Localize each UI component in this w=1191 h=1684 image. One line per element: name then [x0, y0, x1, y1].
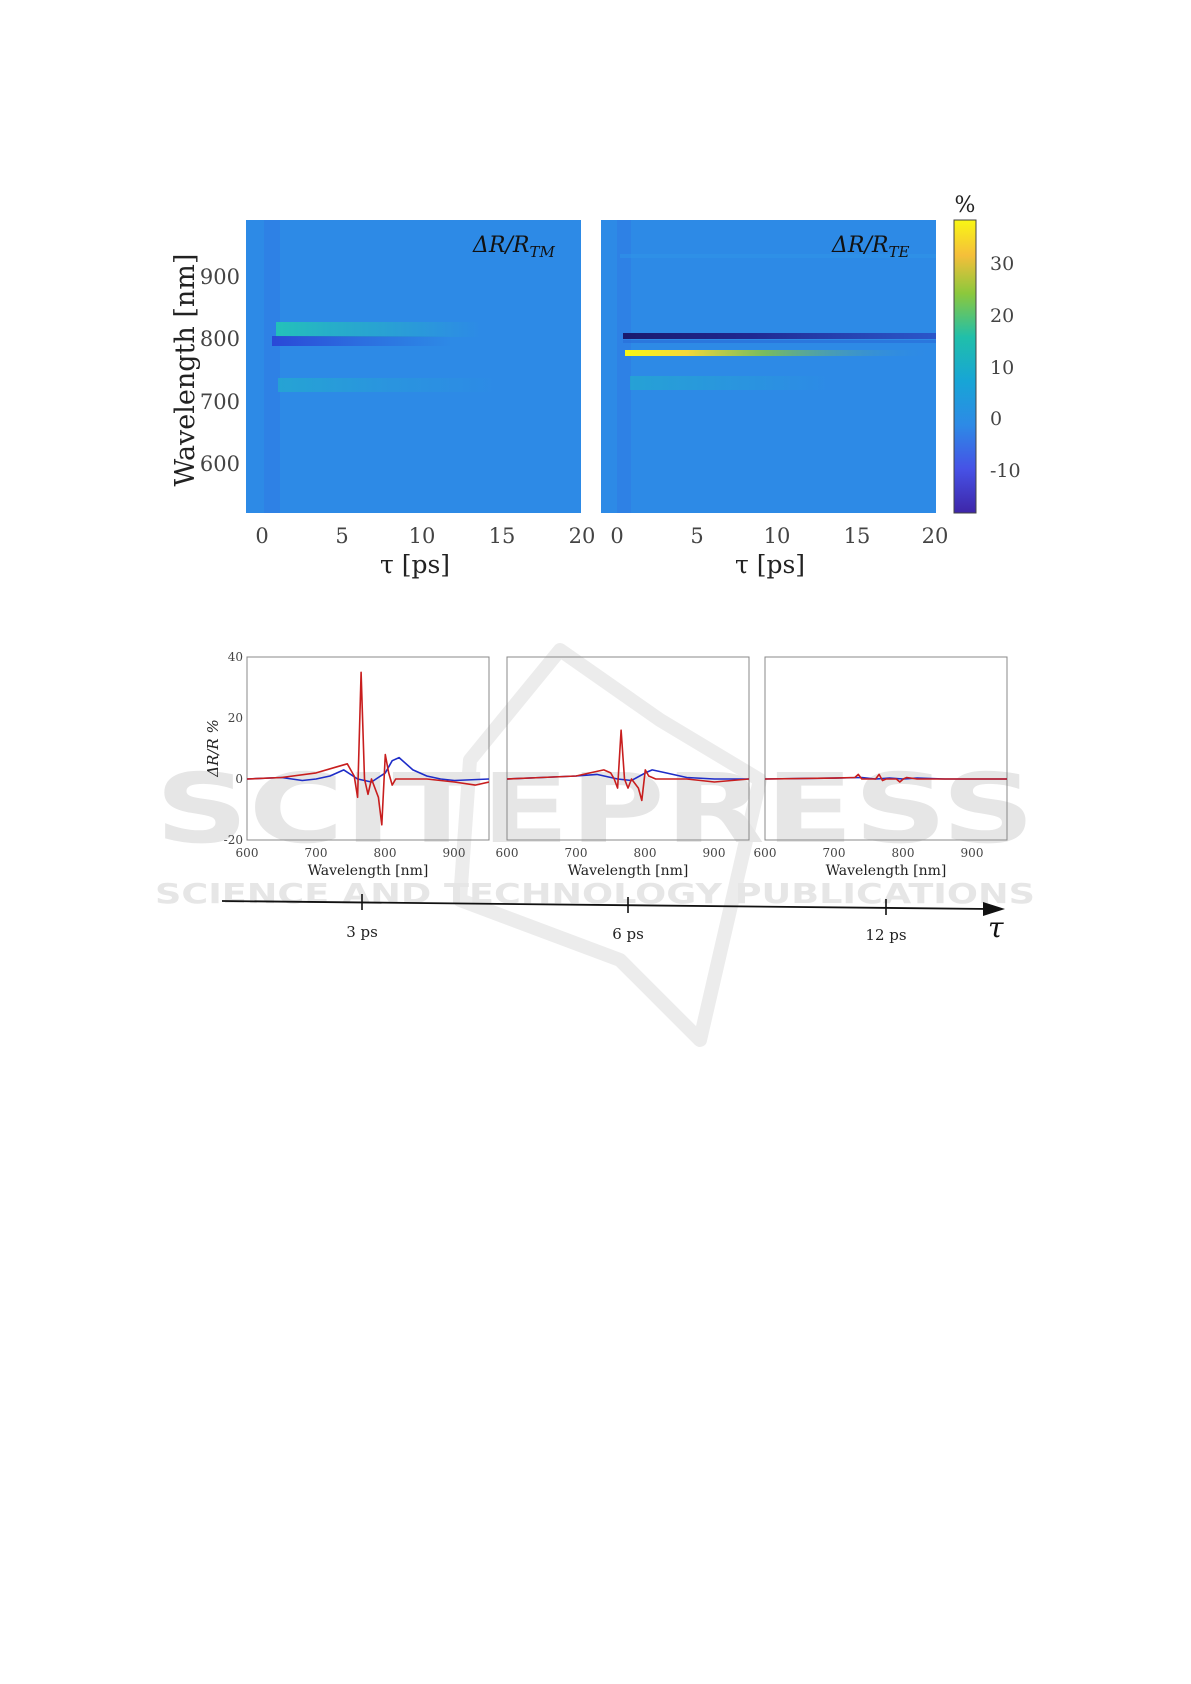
colorbar-unit: % — [955, 193, 976, 218]
spectrum-ytick-label: 0 — [235, 772, 243, 786]
heatmap-te-band-faint-top — [620, 254, 936, 258]
heatmap-te-xtick-label: 10 — [764, 524, 791, 548]
heatmap-tm-band-dark — [272, 336, 452, 346]
heatmap-te-xtick-label: 5 — [690, 524, 703, 548]
spectrum-xtick-label: 900 — [703, 846, 726, 860]
spectrum-panel-6ps: 600 700 800 900 Wavelength [nm] — [496, 656, 750, 879]
spectrum-panel-12ps: 600 700 800 900 Wavelength [nm] — [754, 656, 1008, 879]
spectrum-lines — [765, 773, 1007, 783]
spectrum-frame — [764, 656, 1008, 841]
spectrum-xtick-label: 700 — [565, 846, 588, 860]
heatmap-tm-band-teal — [276, 322, 481, 337]
heatmap-tm-xtick-label: 5 — [335, 524, 348, 548]
spectrum-xlabel: Wavelength [nm] — [826, 863, 947, 879]
heatmap-te-xtick-label: 0 — [610, 524, 623, 548]
heatmap-ytick-label: 700 — [200, 390, 240, 414]
spectrum-xtick-label: 600 — [754, 846, 777, 860]
spectrum-line-red — [247, 671, 489, 826]
spectrum-frame — [506, 656, 750, 841]
colorbar-gradient — [953, 219, 977, 514]
spectrum-xtick-label: 700 — [823, 846, 846, 860]
timeline: 3 ps 6 ps 12 ps τ — [221, 894, 1005, 944]
spectrum-xtick-label: 900 — [961, 846, 984, 860]
spectrum-xtick-label: 800 — [374, 846, 397, 860]
timeline-tick-label: 3 ps — [346, 923, 378, 941]
spectrum-line-red — [507, 729, 749, 802]
heatmap-tm-background — [246, 220, 581, 513]
heatmap-ylabel: Wavelength [nm] — [170, 254, 201, 487]
spectrum-frame — [246, 656, 490, 841]
heatmap-te-band-dark — [623, 333, 936, 339]
timeline-arrowhead — [983, 902, 1005, 916]
timeline-tick-label: 6 ps — [612, 925, 644, 943]
spectrum-xtick-label: 800 — [892, 846, 915, 860]
colorbar-tick-label: 0 — [990, 408, 1002, 430]
spectrum-ytick-label: 40 — [228, 650, 243, 664]
heatmap-tm-xtick-label: 15 — [489, 524, 516, 548]
colorbar: % -10 0 10 20 30 — [953, 193, 1021, 514]
heatmap-tm-annotation: ΔR/RTM — [472, 233, 555, 261]
spectrum-xtick-label: 600 — [496, 846, 519, 860]
heatmap-te: ΔR/RTE — [601, 220, 936, 513]
watermark-logo — [453, 643, 767, 1047]
heatmap-te-band-mid — [623, 340, 936, 343]
heatmap-ytick-label: 800 — [200, 327, 240, 351]
spectrum-line-red — [765, 773, 1007, 783]
watermark: SCITEPRESS SCIENCE AND TECHNOLOGY PUBLIC… — [155, 643, 1035, 1047]
colorbar-tick-label: 10 — [990, 357, 1014, 379]
spectrum-ylabel: ΔR/R % — [204, 719, 222, 778]
spectrum-lines — [247, 671, 489, 826]
heatmap-tm-xlabel: τ [ps] — [380, 550, 450, 579]
heatmap-te-band-faint-low — [630, 376, 830, 390]
timeline-tick-label: 12 ps — [865, 926, 906, 944]
heatmap-te-background — [601, 220, 936, 513]
colorbar-tick-label: 20 — [990, 305, 1014, 327]
spectrum-xtick-label: 900 — [443, 846, 466, 860]
heatmap-te-band-yellow — [625, 350, 935, 356]
heatmap-te-xtick-label: 20 — [922, 524, 949, 548]
heatmap-tm-onset-column — [264, 220, 280, 513]
spectrum-ytick-label: 20 — [228, 711, 243, 725]
heatmap-tm-xtick-label: 20 — [569, 524, 596, 548]
spectrum-xtick-label: 600 — [236, 846, 259, 860]
colorbar-tick-label: 30 — [990, 253, 1014, 275]
heatmap-tm-xtick-label: 10 — [409, 524, 436, 548]
heatmap-tm-xtick-label: 0 — [255, 524, 268, 548]
heatmap-te-onset-column — [617, 220, 631, 513]
spectrum-lines — [507, 729, 749, 802]
timeline-axis — [221, 900, 991, 910]
spectrum-xtick-label: 700 — [305, 846, 328, 860]
colorbar-tick-label: -10 — [990, 460, 1021, 482]
spectrum-panel-3ps: ΔR/R % -20 0 20 40 600 700 800 900 Wavel… — [204, 650, 490, 879]
heatmap-te-annotation: ΔR/RTE — [831, 233, 909, 261]
heatmap-tm-band-low — [278, 378, 498, 392]
spectrum-xlabel: Wavelength [nm] — [568, 863, 689, 879]
heatmap-te-xlabel: τ [ps] — [735, 550, 805, 579]
timeline-tau-symbol: τ — [988, 911, 1004, 944]
heatmap-ytick-label: 600 — [200, 452, 240, 476]
spectrum-xtick-label: 800 — [634, 846, 657, 860]
spectrum-line-blue — [247, 756, 489, 783]
heatmap-tm: ΔR/RTM — [246, 220, 581, 513]
spectrum-xlabel: Wavelength [nm] — [308, 863, 429, 879]
heatmap-te-xtick-label: 15 — [844, 524, 871, 548]
spectrum-ytick-label: -20 — [224, 833, 243, 847]
heatmap-ytick-label: 900 — [200, 265, 240, 289]
heatmap-axes: Wavelength [nm] 600 700 800 900 0 5 10 1… — [170, 254, 948, 579]
